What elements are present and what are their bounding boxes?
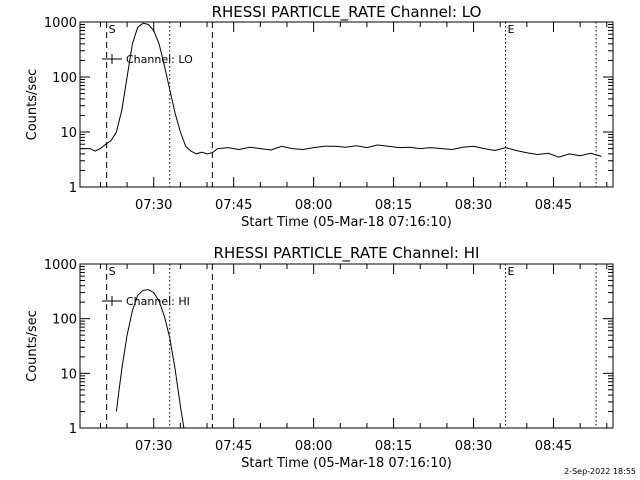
- legend-entry: Channel: LO: [126, 53, 193, 66]
- y-tick-label: 10: [60, 367, 77, 382]
- y-tick-label: 1: [69, 422, 77, 437]
- y-tick-label: 100: [52, 71, 77, 86]
- event-marker-label: E: [508, 265, 515, 278]
- y-axis-label: Counts/sec: [25, 310, 40, 382]
- chart-title: RHESSI PARTICLE_RATE Channel: HI: [214, 244, 480, 263]
- event-marker-label: S: [109, 23, 116, 36]
- y-tick-label: 1000: [44, 16, 77, 31]
- x-tick-label: 08:00: [295, 439, 332, 454]
- x-tick-label: 07:30: [135, 439, 172, 454]
- series-line: [80, 22, 602, 158]
- x-tick-label: 08:30: [455, 439, 492, 454]
- plot-frame: [79, 263, 614, 429]
- x-tick-label: 08:15: [375, 198, 412, 213]
- y-axis-label: Counts/sec: [25, 69, 40, 141]
- y-axis: 1 10 100 1000: [44, 258, 613, 437]
- x-tick-label: 07:30: [135, 198, 172, 213]
- y-tick-label: 10: [60, 126, 77, 141]
- x-tick-label: 08:45: [535, 439, 572, 454]
- x-tick-label: 08:30: [455, 198, 492, 213]
- x-tick-label: 07:45: [215, 439, 252, 454]
- panel-lo-channel: RHESSI PARTICLE_RATE Channel: LO Start Ti…: [25, 3, 614, 230]
- legend-entry: Channel: HI: [126, 295, 190, 308]
- y-tick-label: 1: [69, 181, 77, 196]
- x-tick-label: 07:45: [215, 198, 252, 213]
- x-tick-label: 08:00: [295, 198, 332, 213]
- x-tick-label: 08:45: [535, 198, 572, 213]
- x-axis: 07:30 07:45 08:00 08:15 08:30 08:45: [99, 22, 608, 213]
- legend: Channel: LO: [102, 53, 193, 66]
- x-axis-label: Start Time (05-Mar-18 07:16:10): [241, 215, 452, 230]
- plot-frame: [79, 21, 614, 188]
- chart-title: RHESSI PARTICLE_RATE Channel: LO: [212, 3, 482, 22]
- data-series: [80, 22, 602, 158]
- x-tick-label: 08:15: [375, 439, 412, 454]
- x-axis-label: Start Time (05-Mar-18 07:16:10): [241, 456, 452, 471]
- footer-timestamp: 2-Sep-2022 18:55: [564, 467, 636, 476]
- series-line: [115, 289, 185, 429]
- event-marker-label: S: [109, 265, 116, 278]
- y-axis: 1 10 100 1000: [44, 16, 613, 196]
- data-series: [115, 289, 185, 429]
- event-marker-label: E: [508, 23, 515, 36]
- legend: Channel: HI: [102, 295, 190, 308]
- x-axis: 07:30 07:45 08:00 08:15 08:30 08:45: [99, 264, 608, 454]
- panel-hi-channel: RHESSI PARTICLE_RATE Channel: HI Start Ti…: [25, 244, 614, 471]
- y-tick-label: 100: [52, 313, 77, 328]
- y-tick-label: 1000: [44, 258, 77, 273]
